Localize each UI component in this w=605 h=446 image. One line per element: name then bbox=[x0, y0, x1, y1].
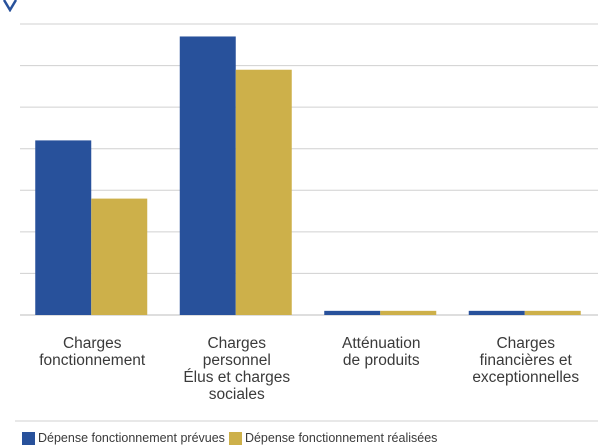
legend-item-prevues: Dépense fonctionnement prévues bbox=[22, 431, 225, 445]
category-label: Élus et charges bbox=[183, 369, 290, 386]
category-label: Charges bbox=[496, 335, 555, 352]
bar-prevues-3 bbox=[468, 310, 525, 315]
legend-label-realisees: Dépense fonctionnement réalisées bbox=[244, 431, 438, 445]
chart-svg: ChargesfonctionnementChargespersonnelÉlu… bbox=[15, 23, 598, 422]
category-label: Atténuation bbox=[342, 335, 420, 352]
bar-prevues-2 bbox=[324, 310, 381, 315]
category-label: sociales bbox=[209, 386, 265, 403]
corner-check-mark bbox=[2, 0, 18, 12]
category-label: Charges bbox=[63, 335, 122, 352]
legend-label-prevues: Dépense fonctionnement prévues bbox=[38, 431, 225, 445]
bar-realisees-1 bbox=[235, 69, 292, 315]
legend: Dépense fonctionnement prévues Dépense f… bbox=[22, 430, 441, 446]
category-label: financières et bbox=[480, 352, 573, 369]
category-label: Charges bbox=[207, 335, 266, 352]
bar-prevues-1 bbox=[179, 36, 236, 315]
legend-item-realisees: Dépense fonctionnement réalisées bbox=[228, 431, 438, 445]
bar-realisees-0 bbox=[91, 198, 148, 315]
bar-prevues-0 bbox=[35, 140, 92, 315]
legend-swatch-realisees bbox=[228, 431, 242, 445]
bar-realisees-2 bbox=[380, 310, 437, 315]
bar-realisees-3 bbox=[524, 310, 581, 315]
legend-swatch-prevues bbox=[22, 431, 35, 445]
category-label: fonctionnement bbox=[39, 352, 146, 369]
category-label: de produits bbox=[343, 352, 420, 369]
category-label: personnel bbox=[203, 352, 271, 369]
category-label: exceptionnelles bbox=[472, 369, 579, 386]
